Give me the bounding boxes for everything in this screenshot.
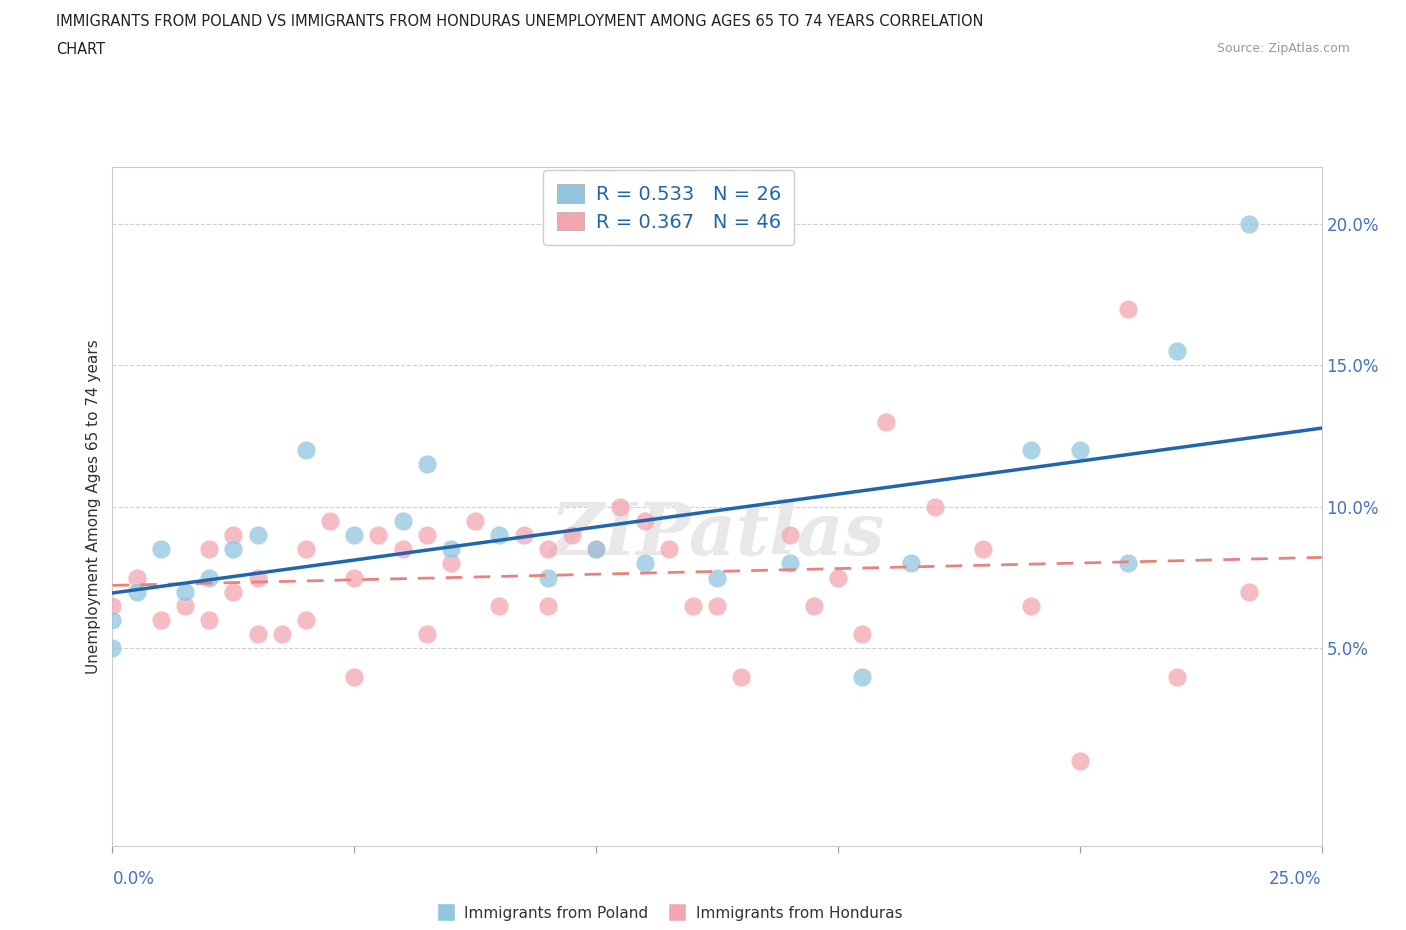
Point — [827, 570, 849, 585]
Point — [1116, 301, 1139, 316]
Text: ZIPatlas: ZIPatlas — [550, 498, 884, 569]
Text: Source: ZipAtlas.com: Source: ZipAtlas.com — [1216, 42, 1350, 55]
Point — [198, 542, 221, 557]
Text: IMMIGRANTS FROM POLAND VS IMMIGRANTS FROM HONDURAS UNEMPLOYMENT AMONG AGES 65 TO: IMMIGRANTS FROM POLAND VS IMMIGRANTS FRO… — [56, 14, 984, 29]
Point — [682, 598, 704, 613]
Text: 0.0%: 0.0% — [112, 870, 155, 887]
Point — [1116, 556, 1139, 571]
Point — [1069, 443, 1091, 458]
Point — [1069, 754, 1091, 769]
Point — [101, 598, 124, 613]
Point — [343, 527, 366, 542]
Point — [391, 513, 413, 528]
Point — [101, 613, 124, 628]
Point — [537, 598, 560, 613]
Point — [295, 542, 318, 557]
Point — [343, 570, 366, 585]
Point — [779, 527, 801, 542]
Point — [851, 627, 873, 642]
Point — [488, 598, 510, 613]
Point — [900, 556, 922, 571]
Point — [633, 556, 655, 571]
Point — [125, 584, 148, 599]
Point — [537, 542, 560, 557]
Point — [198, 570, 221, 585]
Point — [222, 527, 245, 542]
Point — [198, 613, 221, 628]
Point — [706, 598, 728, 613]
Point — [246, 570, 269, 585]
Point — [730, 670, 752, 684]
Point — [149, 542, 172, 557]
Point — [803, 598, 825, 613]
Point — [851, 670, 873, 684]
Point — [149, 613, 172, 628]
Point — [440, 556, 463, 571]
Point — [174, 584, 197, 599]
Point — [585, 542, 607, 557]
Point — [319, 513, 342, 528]
Point — [537, 570, 560, 585]
Point — [246, 627, 269, 642]
Point — [1166, 344, 1188, 359]
Point — [1021, 598, 1043, 613]
Point — [1237, 584, 1260, 599]
Point — [633, 513, 655, 528]
Point — [972, 542, 994, 557]
Point — [924, 499, 946, 514]
Point — [1021, 443, 1043, 458]
Text: CHART: CHART — [56, 42, 105, 57]
Point — [222, 542, 245, 557]
Point — [488, 527, 510, 542]
Point — [295, 443, 318, 458]
Point — [1166, 670, 1188, 684]
Point — [125, 570, 148, 585]
Point — [343, 670, 366, 684]
Point — [561, 527, 583, 542]
Point — [416, 457, 439, 472]
Point — [609, 499, 631, 514]
Point — [779, 556, 801, 571]
Point — [246, 527, 269, 542]
Point — [222, 584, 245, 599]
Point — [875, 415, 897, 430]
Point — [1237, 217, 1260, 232]
Point — [464, 513, 486, 528]
Point — [101, 641, 124, 656]
Point — [295, 613, 318, 628]
Point — [416, 627, 439, 642]
Y-axis label: Unemployment Among Ages 65 to 74 years: Unemployment Among Ages 65 to 74 years — [86, 339, 101, 674]
Point — [367, 527, 389, 542]
Point — [512, 527, 534, 542]
Point — [706, 570, 728, 585]
Legend: Immigrants from Poland, Immigrants from Honduras: Immigrants from Poland, Immigrants from … — [429, 899, 908, 927]
Point — [416, 527, 439, 542]
Point — [658, 542, 681, 557]
Point — [585, 542, 607, 557]
Point — [270, 627, 292, 642]
Point — [174, 598, 197, 613]
Point — [440, 542, 463, 557]
Text: 25.0%: 25.0% — [1270, 870, 1322, 887]
Point — [391, 542, 413, 557]
